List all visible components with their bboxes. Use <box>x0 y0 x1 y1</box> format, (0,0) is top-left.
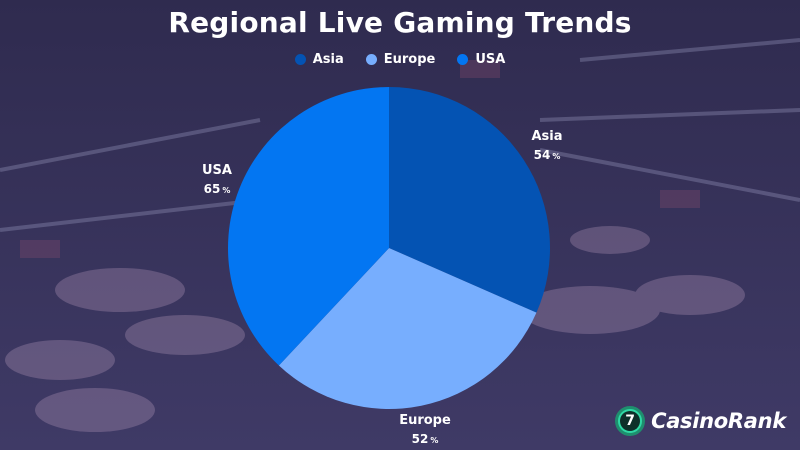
slice-label-asia-name: Asia <box>531 129 563 144</box>
legend-label-usa: USA <box>475 52 506 67</box>
casinorank-logo: 7 CasinoRank <box>615 406 786 436</box>
pie-slice-europe <box>278 248 537 410</box>
slice-label-europe-name: Europe <box>399 413 451 428</box>
legend-swatch-asia <box>294 54 306 65</box>
legend-item-europe: Europe <box>365 52 436 67</box>
legend-item-asia: Asia <box>294 52 344 67</box>
pie-slice-asia <box>389 87 550 313</box>
slice-label-asia: Asia 54% <box>522 128 572 166</box>
legend-swatch-europe <box>365 54 377 65</box>
legend-label-europe: Europe <box>383 52 436 67</box>
slice-label-usa: USA 65% <box>192 162 242 200</box>
pie-slice-usa <box>227 87 389 366</box>
slice-label-europe-value: 52% <box>411 432 439 446</box>
chart-legend: Asia Europe USA <box>0 52 800 67</box>
legend-swatch-usa <box>457 54 469 65</box>
casinorank-logo-icon: 7 <box>615 406 646 436</box>
legend-label-asia: Asia <box>312 52 344 67</box>
slice-label-asia-value: 54% <box>533 148 561 162</box>
logo-text: CasinoRank <box>651 409 786 433</box>
chart-title: Regional Live Gaming Trends <box>168 6 632 39</box>
legend-item-usa: USA <box>457 52 505 67</box>
slice-label-europe: Europe 52% <box>395 412 455 450</box>
slice-label-usa-name: USA <box>202 163 232 178</box>
slice-label-usa-value: 65% <box>203 182 231 196</box>
